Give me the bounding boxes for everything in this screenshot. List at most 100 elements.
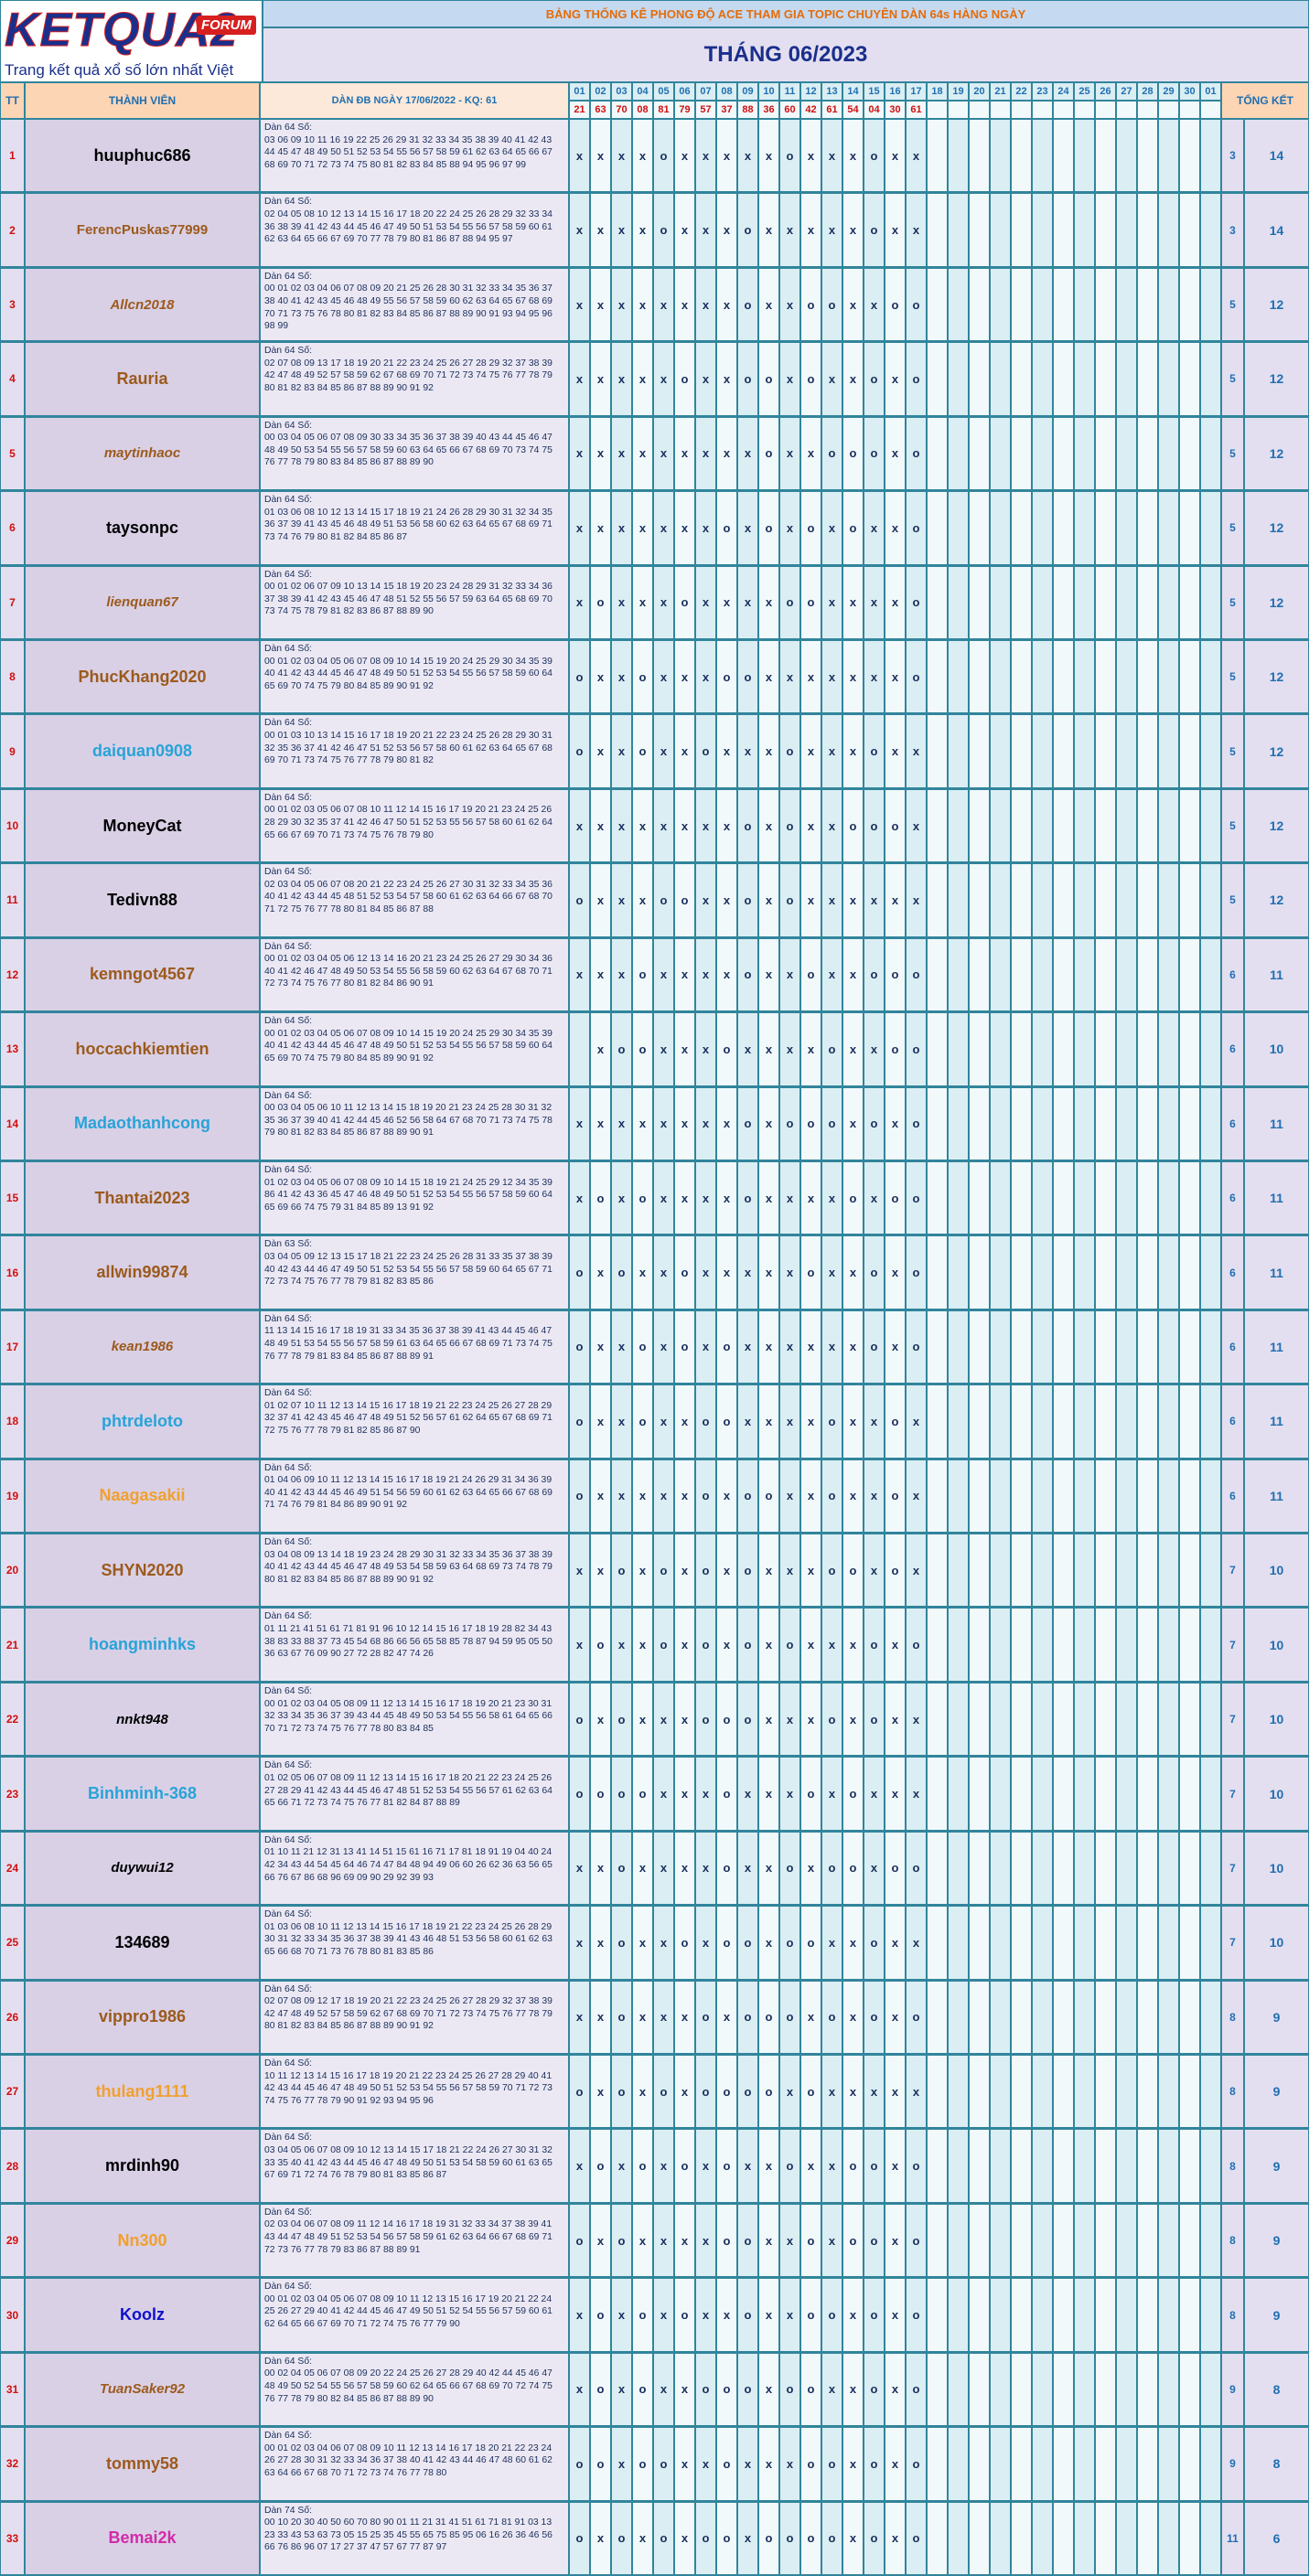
empty-cell <box>1095 1831 1116 1907</box>
row-index: 30 <box>0 2278 25 2353</box>
dan-cell: Dàn 64 Số: 03 04 08 09 13 14 18 19 23 24 … <box>260 1534 569 1609</box>
day-mark: x <box>842 937 864 1013</box>
empty-cell <box>927 1682 948 1758</box>
empty-cell <box>990 491 1011 566</box>
member-name: SHYN2020 <box>25 1534 260 1609</box>
day-mark: x <box>653 1160 674 1236</box>
empty-cell <box>1053 416 1074 492</box>
empty-cell <box>1011 1012 1032 1087</box>
day-mark: o <box>906 1160 927 1236</box>
day-mark: o <box>864 1309 885 1385</box>
day-mark: x <box>716 1608 737 1683</box>
day-mark: o <box>906 342 927 417</box>
empty-cell <box>1158 491 1179 566</box>
dan-label: Dàn 64 Số: <box>264 2132 312 2143</box>
day-mark: x <box>716 565 737 640</box>
empty-cell <box>1158 101 1179 119</box>
day-mark: o <box>885 267 906 343</box>
empty-cell <box>1179 1459 1200 1534</box>
day-mark: o <box>632 2129 653 2204</box>
empty-cell <box>1011 937 1032 1013</box>
day-mark: x <box>821 1757 842 1832</box>
day-mark: o <box>737 937 758 1013</box>
day-mark: x <box>821 2129 842 2204</box>
day-mark: x <box>864 2055 885 2130</box>
day-mark: x <box>885 342 906 417</box>
day-mark: x <box>906 2055 927 2130</box>
day-mark: x <box>906 1906 927 1981</box>
day-result: 70 <box>611 101 632 119</box>
day-mark: x <box>885 1682 906 1758</box>
day-mark: x <box>611 2278 632 2353</box>
member-name: Naagasakii <box>25 1459 260 1534</box>
day-mark: o <box>779 788 800 864</box>
day-mark: o <box>569 1459 590 1534</box>
empty-cell <box>1200 1534 1221 1609</box>
day-mark: o <box>653 2427 674 2502</box>
day-result: 36 <box>758 101 779 119</box>
day-mark: x <box>716 1459 737 1534</box>
day-mark: x <box>758 193 779 268</box>
empty-cell <box>927 1757 948 1832</box>
total-x: 9 <box>1244 2055 1309 2130</box>
empty-cell <box>1137 937 1158 1013</box>
day-mark: x <box>885 639 906 715</box>
empty-cell <box>948 119 969 194</box>
empty-cell <box>1032 1608 1053 1683</box>
empty-cell <box>1053 565 1074 640</box>
empty-cell <box>1074 937 1095 1013</box>
day-mark: x <box>864 1012 885 1087</box>
total-x: 12 <box>1244 491 1309 566</box>
empty-cell <box>1095 193 1116 268</box>
empty-cell <box>1179 2501 1200 2576</box>
day-mark: x <box>758 1160 779 1236</box>
total-x: 9 <box>1244 1980 1309 2056</box>
empty-cell <box>1158 1086 1179 1161</box>
day-mark: o <box>779 714 800 789</box>
empty-cell <box>927 639 948 715</box>
empty-cell <box>927 193 948 268</box>
day-mark: x <box>590 1012 611 1087</box>
day-mark: x <box>674 491 695 566</box>
empty-cell <box>948 416 969 492</box>
day-mark: o <box>674 342 695 417</box>
member-name: thulang1111 <box>25 2055 260 2130</box>
row-index: 3 <box>0 267 25 343</box>
empty-cell <box>1158 863 1179 938</box>
day-mark: o <box>864 416 885 492</box>
day-mark: x <box>590 1831 611 1907</box>
dan-numbers: 01 03 06 08 10 11 12 13 14 15 16 17 18 1… <box>264 1921 553 1957</box>
day-mark: x <box>737 1831 758 1907</box>
empty-cell <box>1095 2055 1116 2130</box>
logo: KETQUA2 FORUM Trang kết quả xổ số lớn nh… <box>0 0 263 97</box>
dan-numbers: 03 04 05 06 07 08 09 10 12 13 14 15 17 1… <box>264 2145 553 2181</box>
day-mark: o <box>569 2203 590 2279</box>
day-mark: o <box>864 1608 885 1683</box>
day-mark: o <box>632 1384 653 1459</box>
empty-cell <box>1074 1235 1095 1310</box>
dan-label: Dàn 64 Số: <box>264 197 312 208</box>
empty-cell <box>1074 267 1095 343</box>
empty-cell <box>1011 1906 1032 1981</box>
day-header: 08 <box>716 82 737 101</box>
empty-cell <box>1011 1980 1032 2056</box>
total-o: 8 <box>1221 2203 1244 2279</box>
day-mark: x <box>779 342 800 417</box>
empty-cell <box>927 788 948 864</box>
day-mark: x <box>758 788 779 864</box>
day-mark: x <box>695 1309 716 1385</box>
total-x: 11 <box>1244 1459 1309 1534</box>
day-mark: o <box>821 1012 842 1087</box>
day-mark: x <box>569 1906 590 1981</box>
empty-cell <box>1200 342 1221 417</box>
empty-cell <box>1053 342 1074 417</box>
empty-cell <box>948 565 969 640</box>
empty-cell <box>1137 101 1158 119</box>
empty-cell <box>990 2055 1011 2130</box>
empty-cell <box>1137 1906 1158 1981</box>
empty-cell <box>927 2352 948 2428</box>
empty-cell <box>990 193 1011 268</box>
member-name: vippro1986 <box>25 1980 260 2056</box>
day-mark: o <box>842 2129 864 2204</box>
empty-cell <box>1158 2203 1179 2279</box>
